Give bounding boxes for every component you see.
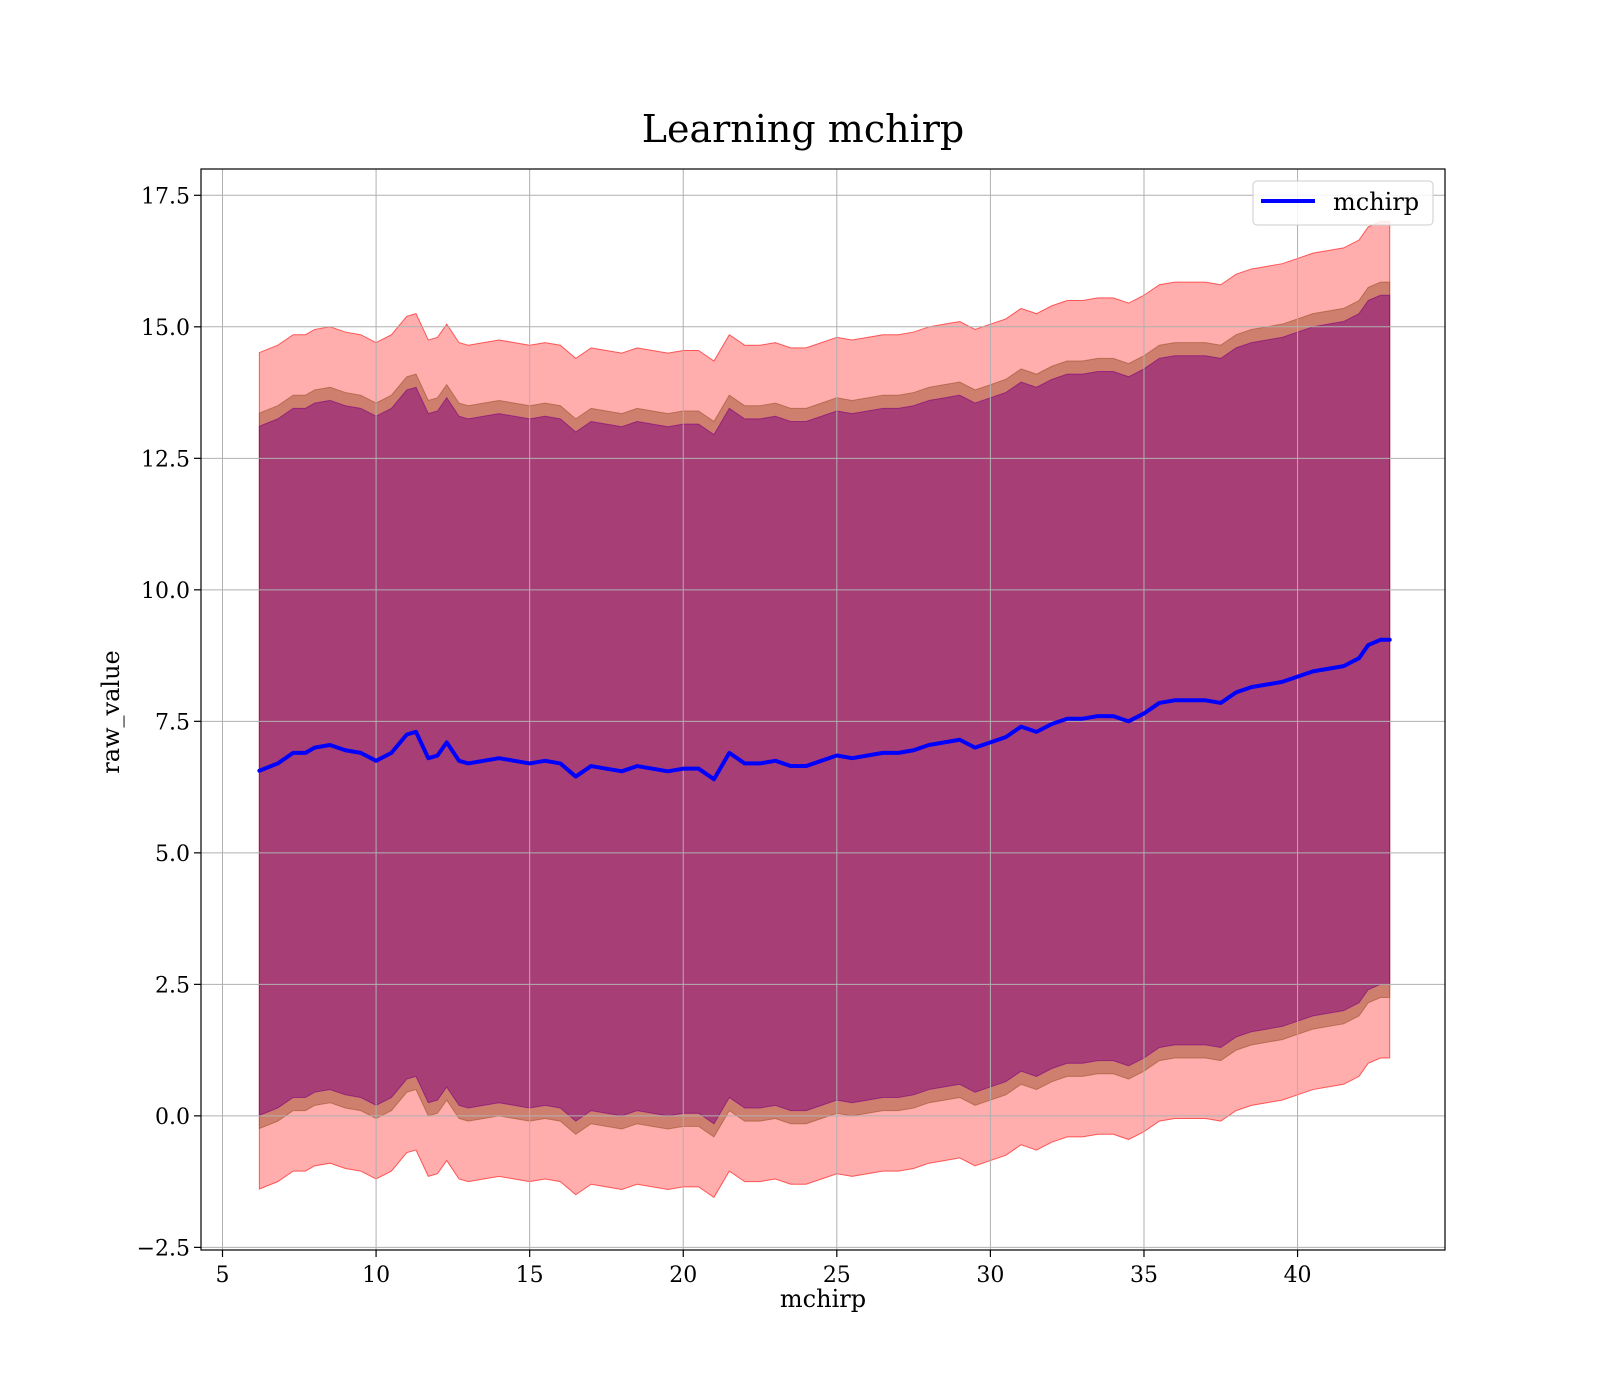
x-tick-label: 35 (1130, 1263, 1158, 1288)
legend-label: mchirp (1333, 188, 1419, 216)
y-tick-label: 7.5 (155, 710, 190, 735)
x-tick-label: 30 (976, 1263, 1004, 1288)
x-axis-label: mchirp (780, 1285, 866, 1313)
y-tick-label: 10.0 (141, 579, 190, 604)
chart-title: Learning mchirp (642, 107, 964, 151)
plot-frame (200, 168, 1446, 1251)
x-tick-label: 25 (823, 1263, 851, 1288)
y-tick-label: 12.5 (141, 447, 190, 472)
y-tick-label: 0.0 (155, 1105, 190, 1130)
y-tick-label: 2.5 (155, 973, 190, 998)
y-tick-label: 5.0 (155, 842, 190, 867)
x-tick-label: 15 (516, 1263, 544, 1288)
x-tick-label: 20 (669, 1263, 697, 1288)
x-tick-label: 5 (216, 1263, 230, 1288)
legend-box (1252, 180, 1434, 226)
y-axis-ticks: −2.5 0.0 2.5 5.0 7.5 10.0 12.5 15.0 17.5 (137, 184, 201, 1261)
series-line-mchirp (257, 637, 1392, 782)
grid-lines (201, 169, 1445, 1250)
y-tick-label: 17.5 (141, 184, 190, 209)
confidence-bands (258, 221, 1391, 1199)
x-tick-label: 40 (1284, 1263, 1312, 1288)
plot-area (200, 168, 1446, 1251)
y-tick-label: −2.5 (137, 1236, 190, 1261)
inner-band (258, 294, 1391, 1125)
legend: mchirp (1252, 180, 1434, 226)
y-axis-label: raw_value (97, 650, 125, 774)
x-tick-label: 10 (362, 1263, 390, 1288)
y-tick-label: 15.0 (141, 316, 190, 341)
series-lines (257, 637, 1392, 782)
x-axis-ticks: 5 10 15 20 25 30 35 40 (216, 1250, 1312, 1288)
